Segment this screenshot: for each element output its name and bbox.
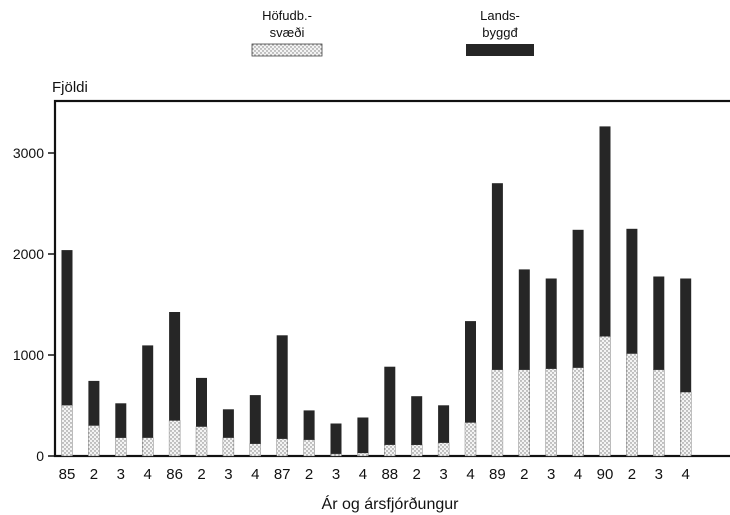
x-tick-label-8: 87: [274, 466, 291, 483]
bar-rural-12: [384, 366, 396, 445]
legend-label-capital-line2: svæði: [270, 25, 305, 40]
bar-rural-21: [626, 228, 638, 354]
bar-capital-6: [222, 437, 235, 457]
bar-capital-13: [411, 444, 423, 457]
bar-capital-11: [357, 452, 369, 457]
bar-rural-2: [115, 403, 127, 438]
x-tick-label-13: 2: [413, 466, 421, 483]
y-tick-label: 0: [36, 448, 44, 464]
bar-capital-8: [276, 438, 288, 457]
legend-swatch-capital: [251, 43, 323, 57]
x-tick-label-9: 2: [305, 466, 313, 483]
x-tick-label-23: 4: [682, 466, 690, 483]
bar-capital-19: [572, 367, 584, 457]
bar-rural-6: [222, 409, 234, 438]
x-tick-label-2: 3: [117, 466, 125, 483]
legend-label-capital-line1: Höfudb.-: [262, 8, 312, 23]
bar-capital-7: [249, 443, 262, 457]
x-tick-label-10: 3: [332, 466, 340, 483]
x-tick-label-21: 2: [628, 466, 636, 483]
bar-capital-3: [141, 437, 154, 457]
x-axis-label: Ár og ársfjórðungur: [322, 494, 460, 513]
y-tick-label: 2000: [13, 246, 44, 262]
bar-rural-23: [680, 278, 692, 393]
bar-capital-16: [491, 369, 504, 457]
x-tick-label-11: 4: [359, 466, 367, 483]
bar-rural-7: [249, 395, 261, 444]
x-tick-label-1: 2: [90, 466, 98, 483]
y-tick-label: 1000: [13, 347, 44, 363]
x-tick-label-17: 2: [520, 466, 528, 483]
y-axis: 0 1000 2000 3000: [13, 145, 55, 464]
bar-rural-14: [438, 405, 450, 443]
bar-capital-5: [195, 426, 208, 457]
bar-capital-17: [518, 369, 530, 457]
bar-capital-0: [61, 405, 73, 457]
bar-rural-4: [169, 312, 181, 421]
bar-capital-12: [384, 444, 396, 457]
bar-rural-19: [572, 229, 584, 368]
x-tick-label-22: 3: [655, 466, 663, 483]
bar-rural-18: [545, 278, 557, 369]
bar-capital-9: [303, 439, 315, 457]
legend-label-rural-line1: Lands-: [480, 8, 520, 23]
x-tick-label-19: 4: [574, 466, 582, 483]
x-tick-label-12: 88: [381, 466, 398, 483]
x-tick-label-4: 86: [166, 466, 183, 483]
bar-rural-5: [196, 377, 207, 427]
x-tick-label-5: 2: [197, 466, 205, 483]
x-tick-label-20: 90: [597, 466, 614, 483]
bar-capital-20: [599, 336, 611, 457]
bar-rural-13: [411, 396, 423, 445]
bar-rural-9: [303, 410, 315, 440]
bar-capital-15: [464, 422, 477, 457]
bar-capital-2: [115, 437, 127, 457]
x-tick-label-6: 3: [224, 466, 232, 483]
y-tick-label: 3000: [13, 145, 44, 161]
legend-swatch-rural: [466, 44, 534, 56]
bars-group: [61, 126, 692, 457]
bar-rural-16: [491, 183, 503, 370]
x-tick-label-3: 4: [144, 466, 152, 483]
bar-rural-10: [330, 423, 342, 454]
bar-capital-21: [626, 353, 638, 457]
x-tick-label-0: 85: [59, 466, 76, 483]
bar-capital-4: [168, 420, 181, 457]
bar-capital-23: [680, 391, 692, 457]
x-tick-label-7: 4: [251, 466, 259, 483]
bar-capital-14: [437, 442, 450, 457]
bar-rural-3: [142, 345, 154, 438]
bar-capital-22: [653, 369, 665, 457]
bar-capital-10: [330, 453, 342, 457]
bar-rural-0: [61, 250, 73, 406]
bar-rural-1: [88, 380, 100, 426]
y-axis-label: Fjöldi: [52, 79, 88, 96]
x-tick-label-16: 89: [489, 466, 506, 483]
bar-rural-11: [357, 417, 369, 453]
x-axis: 85 2 3 4 86 2 3 4 87 2 3 4 88 2 3 4 89 2 3 4 90 2 3 4: [59, 466, 690, 483]
bar-rural-20: [599, 126, 611, 337]
bar-capital-18: [545, 368, 557, 457]
legend-label-rural-line2: byggđ: [482, 25, 518, 40]
x-tick-label-14: 3: [439, 466, 447, 483]
bar-rural-22: [653, 276, 665, 370]
bar-capital-1: [88, 425, 100, 457]
legend: Höfudb.- svæði Lands- byggđ: [251, 8, 534, 57]
x-tick-label-15: 4: [466, 466, 474, 483]
bar-rural-8: [276, 335, 288, 439]
bar-rural-15: [465, 321, 476, 423]
bar-rural-17: [518, 269, 530, 370]
x-tick-label-18: 3: [547, 466, 555, 483]
